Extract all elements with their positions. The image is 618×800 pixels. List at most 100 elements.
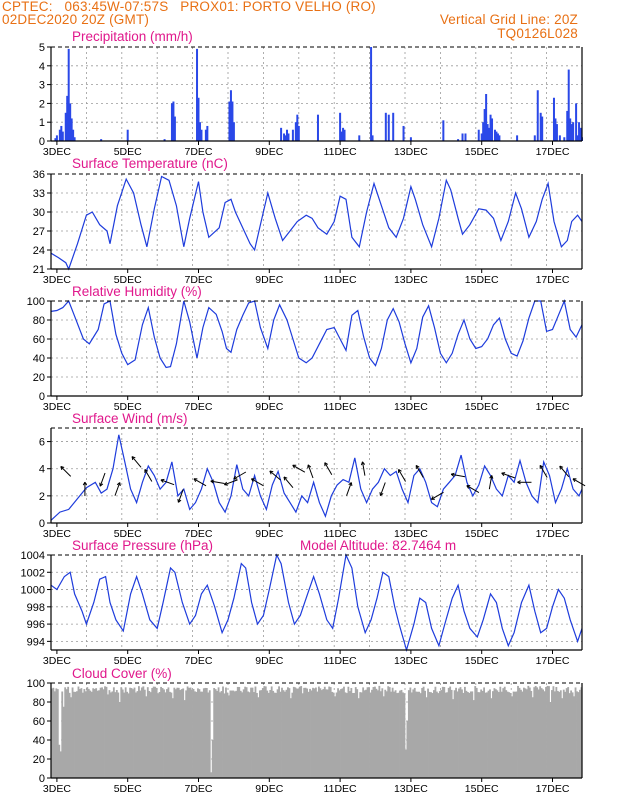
- cloud-bar: [437, 693, 440, 778]
- cloud-bar: [272, 690, 275, 778]
- precip-bar: [64, 112, 67, 141]
- cloud-bar: [487, 690, 490, 778]
- ytick-label: 60: [33, 334, 45, 346]
- cloud-bar: [186, 686, 189, 778]
- precip-bar: [554, 118, 557, 141]
- cloud-bar: [319, 688, 322, 778]
- cloud-bar: [356, 689, 359, 778]
- cloud-bar: [546, 685, 549, 778]
- cloud-bar: [207, 692, 210, 778]
- cloud-bar: [254, 686, 257, 778]
- xtick-label: 5DEC: [114, 274, 142, 286]
- cloud-bar: [497, 692, 500, 778]
- precip-bar: [297, 125, 300, 141]
- wind-arrow: [223, 479, 238, 486]
- precip-bar: [539, 112, 542, 141]
- wind-arrow: [99, 472, 106, 487]
- cloud-bar: [287, 687, 289, 778]
- header-run-time: 02DEC2020 20Z (GMT): [2, 12, 150, 27]
- precip-bar: [126, 129, 129, 141]
- cloud-bar: [486, 692, 488, 778]
- cloud-bar: [400, 689, 403, 778]
- wind-arrow: [379, 482, 386, 497]
- precip-bar: [480, 133, 483, 141]
- wind-arrow: [131, 456, 142, 468]
- cloud-bar: [477, 692, 480, 778]
- cloud-bar: [568, 693, 571, 778]
- cloud-bar: [53, 691, 56, 778]
- xtick-label: 7DEC: [184, 401, 212, 413]
- cloud-bar: [431, 693, 434, 778]
- xtick-label: 11DEC: [324, 401, 357, 413]
- precip-bar: [73, 137, 76, 141]
- cloud-bar: [481, 690, 484, 778]
- ytick-label: 80: [33, 697, 45, 709]
- precip-bar: [489, 114, 492, 141]
- precip-bar: [61, 131, 64, 141]
- xtick-label: 5DEC: [114, 528, 142, 540]
- cloud-bar: [533, 687, 536, 778]
- cloud-bar: [157, 693, 160, 778]
- wind-arrow: [233, 471, 247, 480]
- wind-arrow: [324, 462, 333, 476]
- cloud-bar: [449, 686, 452, 778]
- xtick-label: 17DEC: [536, 783, 570, 795]
- cloud-bar: [77, 686, 80, 778]
- precip-bar: [461, 133, 464, 141]
- cloud-bar: [289, 698, 292, 778]
- cloud-bar: [189, 687, 192, 778]
- precip-bar: [464, 133, 467, 141]
- cloud-bar: [512, 691, 515, 778]
- wind-arrow: [193, 478, 207, 487]
- cloud-bar: [562, 689, 565, 778]
- cloud-bar: [362, 687, 365, 778]
- cloud-bar: [520, 689, 522, 778]
- cloud-bar: [337, 688, 339, 778]
- xtick-label: 3DEC: [43, 783, 71, 795]
- precip-bar: [387, 114, 390, 141]
- cloud-bar: [276, 689, 279, 778]
- cloud-bar: [95, 688, 98, 778]
- cloud-bar: [375, 688, 378, 778]
- cloud-bar: [480, 689, 483, 778]
- cloud-bar: [239, 690, 242, 778]
- precip-bar: [198, 122, 201, 141]
- cloud-bar: [107, 694, 109, 778]
- cloud-bar: [260, 690, 263, 778]
- cloud-bar: [558, 691, 561, 778]
- cloud-bar: [466, 692, 469, 778]
- cloud-bar: [108, 690, 111, 778]
- xtick-label: 15DEC: [465, 146, 499, 158]
- xtick-label: 9DEC: [255, 146, 283, 158]
- cloud-bar: [537, 689, 540, 778]
- cloud-bar: [452, 699, 455, 778]
- cloud-bar: [403, 693, 406, 778]
- cloud-bar: [577, 692, 580, 778]
- cloud-bar: [444, 692, 447, 778]
- cloud-bar: [126, 691, 129, 778]
- precip-bar: [491, 118, 494, 141]
- cloud-bar: [278, 686, 280, 778]
- cloud-bar: [508, 692, 511, 778]
- cloud-bar: [288, 688, 291, 778]
- precip-bar: [488, 127, 491, 141]
- cloud-bar: [418, 691, 421, 778]
- cloud-bar: [556, 690, 559, 778]
- cloud-bar: [59, 751, 62, 778]
- precip-bar: [70, 118, 73, 141]
- cloud-bar: [502, 688, 505, 778]
- precip-bar: [229, 90, 232, 141]
- precip-bar: [69, 103, 72, 141]
- xtick-label: 9DEC: [255, 274, 283, 286]
- xtick-label: 3DEC: [43, 655, 71, 667]
- cloud-bar: [458, 688, 460, 778]
- xtick-label: 7DEC: [184, 528, 212, 540]
- cloud-bar: [351, 693, 354, 778]
- cloud-bar: [551, 690, 553, 778]
- wind-arrow: [488, 475, 494, 490]
- cloud-bar: [381, 688, 384, 778]
- precip-bar: [283, 133, 286, 141]
- xtick-label: 17DEC: [536, 528, 570, 540]
- cloud-bar: [543, 691, 546, 778]
- cloud-bar: [325, 689, 328, 778]
